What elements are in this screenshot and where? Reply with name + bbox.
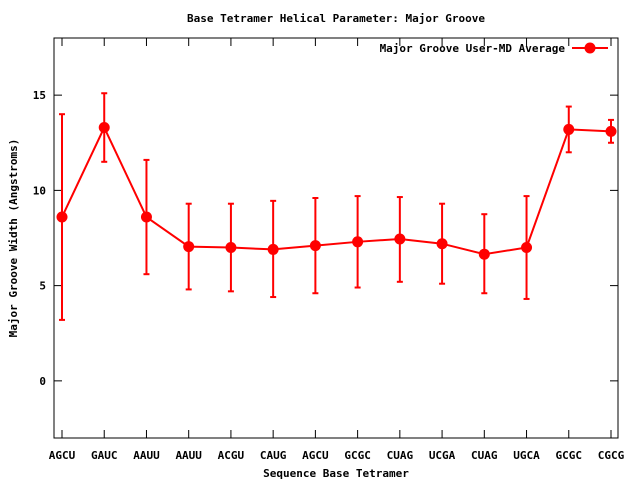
x-tick-label: CAUG (260, 449, 287, 462)
legend-label: Major Groove User-MD Average (380, 42, 566, 55)
data-point (436, 238, 448, 250)
data-point (267, 243, 279, 255)
y-tick-label: 15 (33, 89, 46, 102)
x-tick-label: CUAG (387, 449, 414, 462)
data-point (225, 242, 237, 254)
data-point (183, 241, 195, 253)
x-tick-label: AAUU (175, 449, 202, 462)
x-tick-label: GCGC (556, 449, 583, 462)
data-point (394, 233, 406, 245)
x-tick-label: GAUC (91, 449, 118, 462)
x-tick-label: GCGC (344, 449, 371, 462)
x-tick-label: AGCU (49, 449, 76, 462)
x-tick-label: ACGU (218, 449, 245, 462)
y-axis-label: Major Groove Width (Angstroms) (7, 139, 20, 338)
y-tick-label: 0 (39, 375, 46, 388)
x-tick-label: CGCG (598, 449, 625, 462)
data-point (521, 242, 533, 254)
series-line (61, 125, 612, 256)
data-point (605, 125, 617, 137)
x-tick-label: UGCA (513, 449, 540, 462)
x-axis-ticks: AGCU GAUC AAUU AAUU ACGU CAUG AGCU GCGC CUAG UCGA… (49, 38, 625, 462)
y-axis-ticks: 0 5 10 15 (33, 89, 618, 388)
x-tick-label: UCGA (429, 449, 456, 462)
data-point (563, 123, 575, 135)
data-point (309, 240, 321, 252)
data-point (140, 211, 152, 223)
chart-title: Base Tetramer Helical Parameter: Major G… (187, 12, 485, 25)
data-point (352, 236, 364, 248)
data-point (98, 122, 110, 134)
data-point (56, 211, 68, 223)
legend: Major Groove User-MD Average (380, 42, 608, 55)
data-point (478, 248, 490, 260)
plot-frame (53, 37, 619, 439)
legend-marker (584, 42, 596, 54)
x-tick-label: AAUU (133, 449, 160, 462)
y-tick-label: 5 (39, 280, 46, 293)
x-axis-label: Sequence Base Tetramer (263, 467, 409, 480)
x-tick-label: CUAG (471, 449, 498, 462)
x-tick-label: AGCU (302, 449, 329, 462)
series-layer (56, 92, 617, 321)
y-tick-label: 10 (33, 184, 46, 197)
